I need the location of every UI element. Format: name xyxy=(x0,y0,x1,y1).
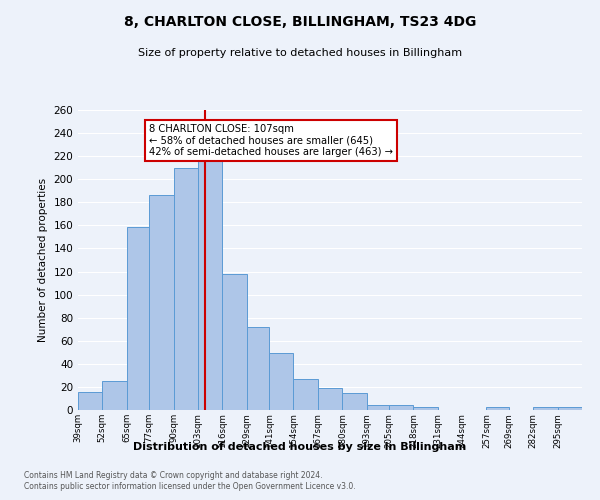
Y-axis label: Number of detached properties: Number of detached properties xyxy=(38,178,48,342)
Bar xyxy=(557,406,582,410)
Bar xyxy=(149,196,173,410)
Bar xyxy=(413,406,438,410)
Text: Contains public sector information licensed under the Open Government Licence v3: Contains public sector information licen… xyxy=(24,482,356,491)
Bar xyxy=(103,381,127,410)
Bar xyxy=(389,406,413,410)
Text: 8, CHARLTON CLOSE, BILLINGHAM, TS23 4DG: 8, CHARLTON CLOSE, BILLINGHAM, TS23 4DG xyxy=(124,15,476,29)
Bar xyxy=(367,406,389,410)
Bar xyxy=(78,392,103,410)
Text: Size of property relative to detached houses in Billingham: Size of property relative to detached ho… xyxy=(138,48,462,58)
Bar xyxy=(247,327,269,410)
Text: Distribution of detached houses by size in Billingham: Distribution of detached houses by size … xyxy=(133,442,467,452)
Text: Contains HM Land Registry data © Crown copyright and database right 2024.: Contains HM Land Registry data © Crown c… xyxy=(24,471,323,480)
Bar xyxy=(173,168,198,410)
Bar xyxy=(487,406,509,410)
Bar xyxy=(222,274,247,410)
Bar xyxy=(318,388,342,410)
Bar xyxy=(342,392,367,410)
Bar xyxy=(269,354,293,410)
Text: 8 CHARLTON CLOSE: 107sqm
← 58% of detached houses are smaller (645)
42% of semi-: 8 CHARLTON CLOSE: 107sqm ← 58% of detach… xyxy=(149,124,393,157)
Bar xyxy=(533,406,557,410)
Bar xyxy=(127,226,149,410)
Bar xyxy=(198,156,222,410)
Bar xyxy=(293,379,318,410)
